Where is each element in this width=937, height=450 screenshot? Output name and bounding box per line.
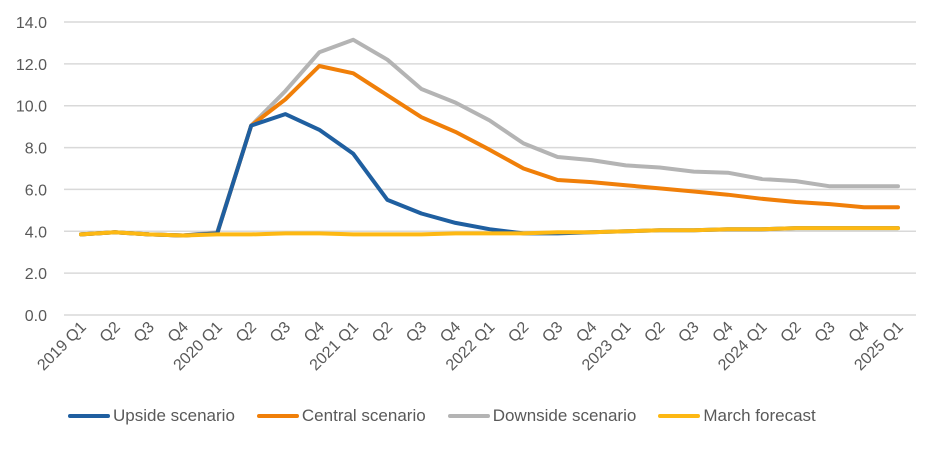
series-line-downside-scenario bbox=[79, 37, 900, 238]
legend-label: Downside scenario bbox=[492, 406, 637, 425]
legend-swatch bbox=[68, 414, 110, 418]
y-tick-label: 4.0 bbox=[25, 224, 47, 241]
y-tick-label: 0.0 bbox=[25, 308, 47, 325]
y-tick-label: 12.0 bbox=[16, 57, 47, 74]
y-tick-label: 10.0 bbox=[16, 99, 47, 116]
series-line-march-forecast bbox=[79, 226, 900, 238]
x-tick-label: Q2 bbox=[233, 319, 260, 346]
y-tick-label: 2.0 bbox=[25, 266, 47, 283]
legend-item: Upside scenario bbox=[68, 406, 235, 426]
gridlines bbox=[64, 21, 916, 316]
x-tick-label: Q2 bbox=[505, 319, 532, 346]
legend-label: Central scenario bbox=[301, 406, 426, 425]
series-line-upside-scenario bbox=[79, 112, 900, 238]
x-tick-label: Q2 bbox=[778, 319, 805, 346]
x-tick-label: Q4 bbox=[710, 319, 737, 346]
series-line-central-scenario bbox=[79, 64, 900, 238]
y-tick-label: 6.0 bbox=[25, 182, 47, 199]
x-tick-label: Q3 bbox=[267, 319, 294, 346]
series-lines bbox=[79, 37, 900, 238]
legend-item: Central scenario bbox=[256, 406, 426, 426]
x-tick-label: Q2 bbox=[97, 319, 124, 346]
x-tick-label: Q3 bbox=[131, 319, 158, 346]
y-axis-ticks: 0.0 2.0 4.0 6.0 8.0 10.0 12.0 14.0 bbox=[16, 15, 47, 325]
y-tick-label: 8.0 bbox=[25, 141, 47, 158]
legend-swatch bbox=[256, 414, 299, 418]
x-tick-label: Q4 bbox=[573, 319, 600, 346]
legend-label: Upside scenario bbox=[113, 406, 235, 425]
x-tick-label: 2019 Q1 bbox=[34, 319, 89, 374]
y-tick-label: 14.0 bbox=[16, 15, 47, 32]
x-tick-label: Q2 bbox=[369, 319, 396, 346]
legend-swatch bbox=[447, 414, 490, 418]
x-tick-label: Q4 bbox=[846, 319, 873, 346]
x-tick-label: Q3 bbox=[812, 319, 839, 346]
x-tick-label: Q4 bbox=[437, 319, 464, 346]
x-tick-label: Q3 bbox=[403, 319, 430, 346]
legend-item: Downside scenario bbox=[447, 406, 637, 426]
x-tick-label: Q3 bbox=[539, 319, 566, 346]
x-tick-label: Q3 bbox=[675, 319, 702, 346]
legend-swatch bbox=[658, 414, 701, 418]
legend-label: March forecast bbox=[703, 406, 816, 425]
x-tick-label: Q4 bbox=[165, 319, 192, 346]
x-tick-label: Q4 bbox=[301, 319, 328, 346]
legend-item: March forecast bbox=[658, 406, 816, 426]
x-tick-label: Q2 bbox=[641, 319, 668, 346]
legend: Upside scenario Central scenario Downside … bbox=[68, 406, 838, 426]
